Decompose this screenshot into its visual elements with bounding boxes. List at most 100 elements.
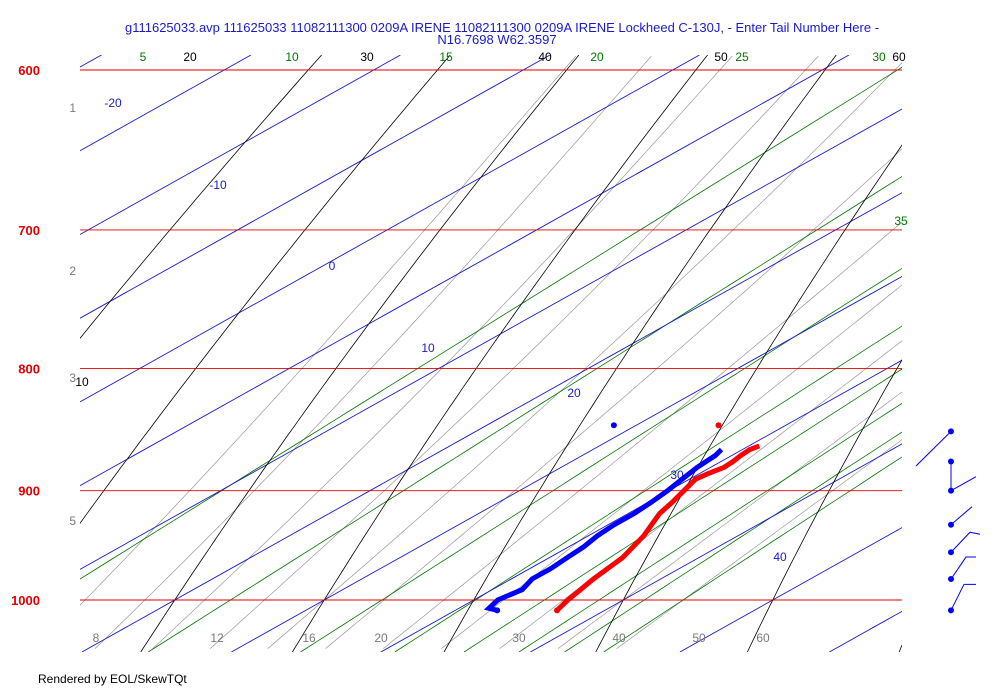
isotherm-label: -10 [209,178,227,192]
dry-adiabat-label: 60 [892,50,906,64]
temperature-profile-point [553,607,560,614]
dry-adiabat-label: 50 [714,50,728,64]
dewpoint-point [610,422,617,429]
wind-barb-flag [950,556,976,580]
isotherm-line [80,108,902,570]
isotherm-line [829,610,902,652]
dry-adiabat-line [595,144,902,652]
isotherm-line [80,55,700,403]
dry-adiabat-line [443,55,837,652]
pressure-tick-label: 700 [18,223,40,238]
dry-adiabat-label: 40 [538,50,552,64]
moist-adiabats [80,55,902,649]
isotherm-line [80,55,401,235]
mixing-ratio-line [518,402,902,652]
footer-credit: Rendered by EOL/SkewTQt [38,672,187,686]
mixing-ratio-line [603,456,902,652]
dry-adiabat-line [292,55,708,652]
isotherm-line [530,443,902,652]
mixing-ratio-label: 20 [590,50,604,64]
isotherm-label: 20 [567,386,581,400]
dry-adiabat-label: 10 [75,375,89,389]
height-tick-label: 1 [69,101,76,115]
wind-barb-flag [950,583,976,611]
moist-adiabat-line [499,340,902,649]
bottom-axis-label: 20 [374,631,388,645]
isotherm-line [80,55,850,487]
bottom-axis-label: 50 [692,631,706,645]
dry-adiabat-line [80,55,322,339]
mixing-ratio-line [463,368,902,652]
dewpoint-profile [483,447,724,613]
pressure-tick-label: 600 [18,63,40,78]
moist-adiabat-line [616,439,902,649]
mixing-ratio-label: 35 [894,214,908,228]
moist-adiabat-line [325,148,902,649]
dry-adiabat-line [140,55,580,652]
isotherm-line [80,55,551,319]
moist-adiabat-line [152,55,733,649]
chart-title-line2: N16.7698 W62.3597 [437,32,556,47]
wind-barb-shaft [915,431,952,467]
wind-barbs [915,428,981,614]
pressure-tick-label: 800 [18,361,40,376]
bottom-axis-label: 30 [512,631,526,645]
wind-barb-station [948,607,954,614]
bottom-axis-label: 12 [210,631,224,645]
chart-title-line1: g111625033.avp 111625033 11082111300 020… [125,20,879,35]
dry-adiabats [80,55,902,652]
moist-adiabat-line [209,55,819,649]
bottom-axis-label: 8 [93,631,100,645]
pressure-tick-label: 1000 [11,593,40,608]
mixing-ratio-label: 10 [285,50,299,64]
mixing-ratio-line [300,267,902,652]
dry-adiabat-line [80,55,451,524]
dry-adiabat-line [747,359,902,652]
isotherm-line [231,275,902,652]
mixing-ratio-line [564,431,902,652]
mixing-ratio-line [147,175,902,652]
isotherm-line [80,55,102,68]
isotherm-line [979,55,1000,652]
isotherm-line [679,527,902,652]
temperature-point [715,422,722,429]
isobars [80,69,902,601]
wind-barb-station [948,549,954,556]
isotherm-label: 40 [773,550,787,564]
wind-barb-station [948,521,954,528]
moist-adiabat-line [267,62,902,649]
dry-adiabat-label: 30 [360,50,374,64]
wind-barb-flag [950,476,977,492]
dry-adiabat-line [898,644,902,652]
isotherm-label: -20 [104,96,122,110]
wind-barb-station [948,576,954,583]
isotherm-label: 0 [329,259,336,273]
isotherm-line [380,359,902,652]
bottom-axis-label: 16 [302,631,316,645]
wind-barb-station [948,458,954,465]
mixing-ratio-label: 25 [735,50,749,64]
height-tick-label: 2 [69,264,76,278]
moist-adiabat-line [557,391,902,649]
mixing-ratio-label: 15 [439,50,453,64]
bottom-axis-label: 60 [756,631,770,645]
mixing-ratio-label: 30 [872,50,886,64]
moist-adiabat-line [440,284,902,649]
mixing-ratio-line [394,325,902,652]
wind-barb-flag [950,531,981,553]
wind-barb-station [948,487,954,494]
pressure-tick-label: 900 [18,484,40,499]
sounding-profiles [483,422,761,614]
mixing-ratio-label: 5 [140,50,147,64]
bottom-axis-label: 40 [612,631,626,645]
height-tick-label: 5 [69,514,76,528]
dewpoint-profile-point [494,607,501,614]
moist-adiabat-line [94,55,652,649]
wind-barb-flag [950,506,973,526]
dry-adiabat-label: 20 [183,50,197,64]
moist-adiabat-line [80,55,577,606]
mixing-ratio-line [80,66,902,580]
isotherms [80,55,1000,652]
temperature-profile [555,443,761,613]
